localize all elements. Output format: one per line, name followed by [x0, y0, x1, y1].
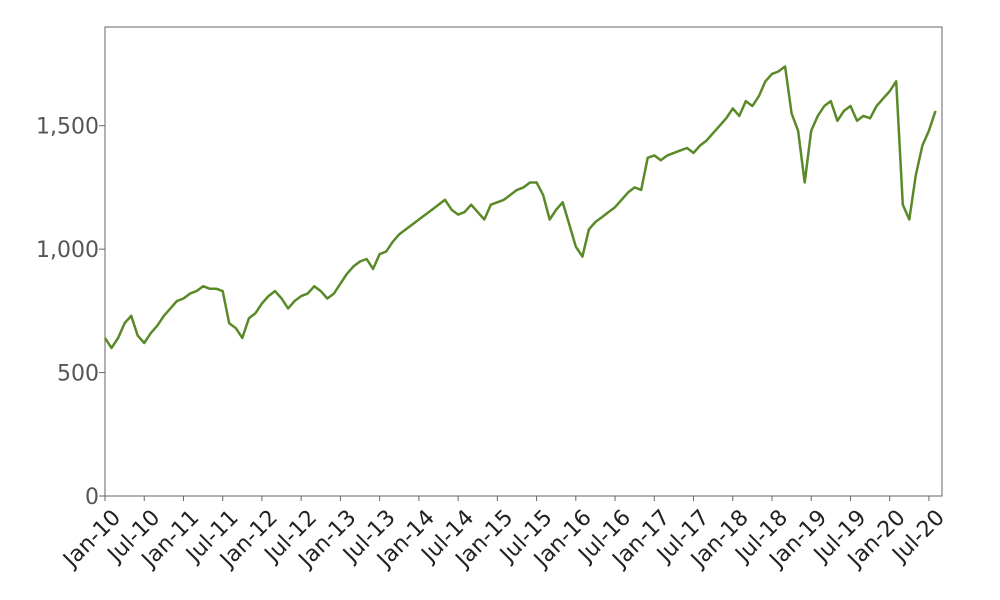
x-axis-ticks: Jan-10Jul-10Jan-11Jul-11Jan-12Jul-12Jan-…	[58, 496, 950, 574]
y-tick-label: 500	[57, 362, 99, 387]
plot-frame	[104, 26, 943, 497]
y-tick-label: 0	[85, 485, 99, 510]
y-tick-label: 1,500	[36, 115, 99, 140]
series-line	[103, 65, 937, 350]
y-axis-ticks: 0 500 1,000 1,500	[36, 115, 105, 510]
plot-area	[103, 26, 943, 497]
y-tick-label: 1,000	[36, 238, 99, 263]
